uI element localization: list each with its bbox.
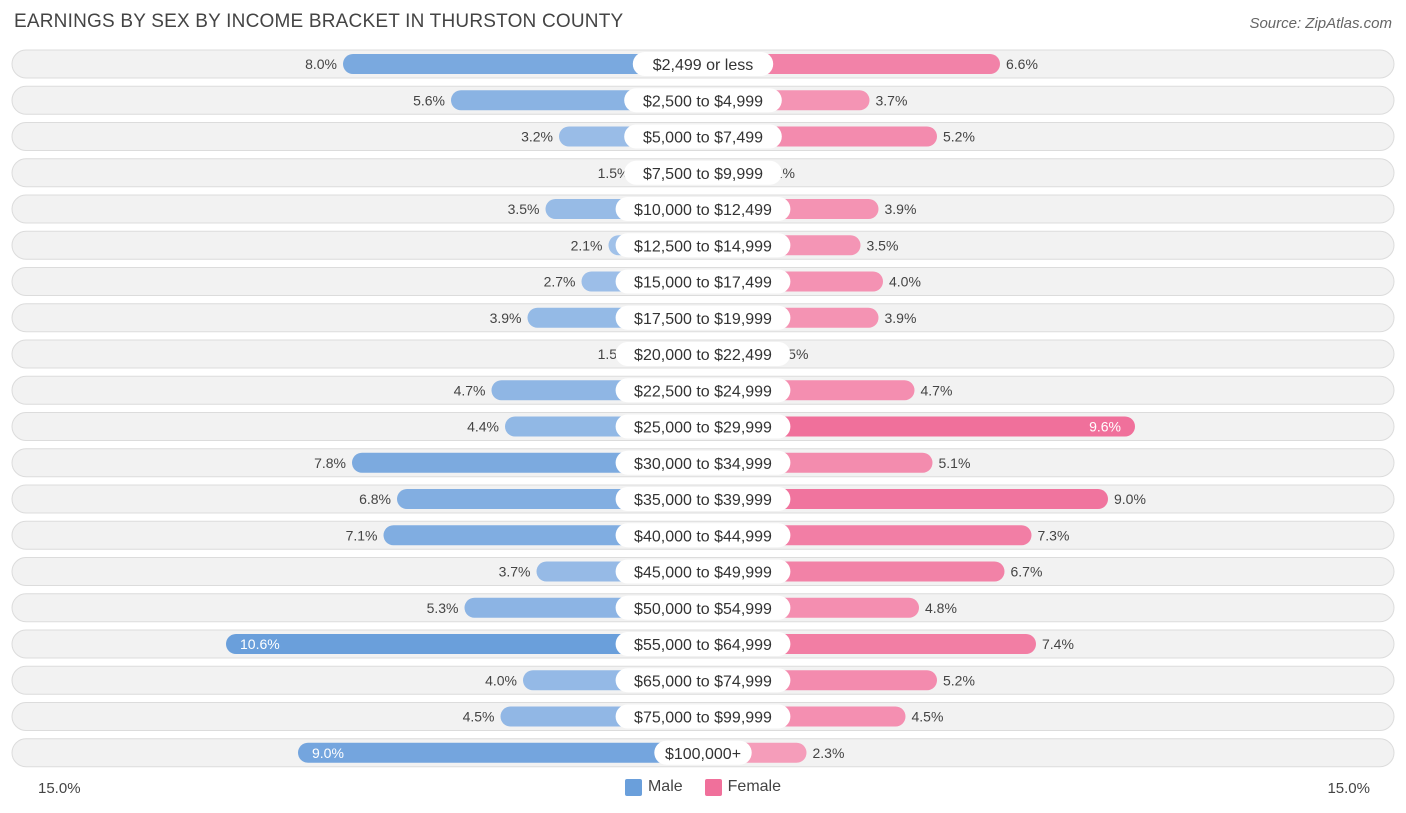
category-label: $100,000+ bbox=[665, 746, 741, 763]
category-pill bbox=[615, 414, 791, 439]
category-label: $45,000 to $49,999 bbox=[634, 565, 772, 582]
category-label: $30,000 to $34,999 bbox=[634, 456, 772, 473]
value-label-female: 4.5% bbox=[912, 709, 944, 725]
value-label-male: 4.0% bbox=[485, 672, 517, 688]
category-pill bbox=[624, 88, 782, 113]
value-label-male: 5.3% bbox=[427, 600, 459, 616]
category-pill bbox=[615, 559, 791, 584]
category-pill bbox=[615, 197, 791, 221]
value-label-female: 4.0% bbox=[889, 274, 921, 290]
category-pill bbox=[615, 668, 791, 693]
legend-label-male: Male bbox=[647, 778, 683, 795]
category-pill bbox=[615, 378, 791, 403]
category-label: $55,000 to $64,999 bbox=[634, 637, 772, 654]
category-pill bbox=[615, 342, 791, 366]
category-label: $50,000 to $54,999 bbox=[634, 601, 772, 618]
axis-right-label: 15.0% bbox=[1327, 780, 1370, 797]
category-label: $15,000 to $17,499 bbox=[634, 275, 772, 292]
bar-male bbox=[343, 54, 703, 74]
category-pill bbox=[615, 233, 791, 258]
value-label-male: 3.9% bbox=[490, 310, 522, 326]
category-pill bbox=[615, 305, 791, 330]
bar-male bbox=[298, 742, 703, 763]
bar-male bbox=[352, 452, 703, 473]
value-label-female: 9.0% bbox=[1114, 491, 1146, 507]
legend-label-female: Female bbox=[727, 778, 782, 795]
axis-left-label: 15.0% bbox=[38, 780, 81, 797]
value-label-male: 1.5% bbox=[598, 165, 630, 181]
bar-female bbox=[703, 54, 1000, 74]
category-label: $65,000 to $74,999 bbox=[634, 673, 772, 690]
value-label-female: 2.3% bbox=[813, 745, 845, 761]
value-label-male: 3.7% bbox=[499, 564, 531, 580]
value-label-female: 5.1% bbox=[939, 455, 971, 471]
source-label: Source: ZipAtlas.com bbox=[1249, 15, 1392, 32]
category-label: $75,000 to $99,999 bbox=[634, 710, 772, 727]
legend: Male Female bbox=[0, 778, 1406, 796]
category-label: $25,000 to $29,999 bbox=[634, 420, 772, 437]
category-pill bbox=[624, 160, 782, 185]
value-label-female: 3.9% bbox=[885, 201, 917, 217]
value-label-male: 8.0% bbox=[305, 56, 337, 72]
category-pill bbox=[615, 632, 791, 656]
category-pill bbox=[615, 595, 791, 620]
value-label-female: 3.7% bbox=[876, 92, 908, 108]
category-label: $40,000 to $44,999 bbox=[634, 528, 772, 545]
value-label-male: 10.6% bbox=[240, 636, 280, 652]
category-pill bbox=[615, 269, 791, 294]
value-label-male: 3.2% bbox=[521, 129, 553, 145]
value-label-male: 7.1% bbox=[346, 527, 378, 543]
category-pill bbox=[615, 487, 791, 511]
chart-title: EARNINGS BY SEX BY INCOME BRACKET IN THU… bbox=[14, 11, 624, 32]
category-pill bbox=[615, 704, 791, 729]
value-label-male: 7.8% bbox=[314, 455, 346, 471]
value-label-female: 9.6% bbox=[1089, 419, 1121, 435]
value-label-male: 4.5% bbox=[463, 709, 495, 725]
category-label: $12,500 to $14,999 bbox=[634, 238, 772, 255]
value-label-male: 3.5% bbox=[508, 201, 540, 217]
legend-swatch-female bbox=[704, 778, 722, 796]
category-pill bbox=[615, 523, 791, 548]
value-label-male: 5.6% bbox=[413, 92, 445, 108]
value-label-female: 3.9% bbox=[885, 310, 917, 326]
category-label: $22,500 to $24,999 bbox=[634, 383, 772, 400]
category-pill bbox=[632, 52, 774, 76]
category-pill bbox=[624, 124, 782, 149]
value-label-male: 6.8% bbox=[359, 491, 391, 507]
category-label: $7,500 to $9,999 bbox=[643, 166, 763, 183]
legend-item-male: Male bbox=[624, 778, 683, 796]
value-label-female: 5.2% bbox=[943, 129, 975, 145]
bar-female bbox=[703, 416, 1135, 437]
value-label-female: 7.3% bbox=[1038, 527, 1070, 543]
legend-item-female: Female bbox=[704, 778, 782, 796]
category-label: $5,000 to $7,499 bbox=[643, 130, 763, 147]
category-pill bbox=[615, 450, 791, 475]
value-label-female: 3.5% bbox=[867, 237, 899, 253]
category-label: $2,499 or less bbox=[653, 57, 754, 74]
category-label: $2,500 to $4,999 bbox=[643, 93, 763, 110]
value-label-male: 4.4% bbox=[467, 419, 499, 435]
value-label-male: 2.7% bbox=[544, 274, 576, 290]
bar-male bbox=[226, 634, 703, 654]
category-label: $20,000 to $22,499 bbox=[634, 347, 772, 364]
value-label-female: 4.8% bbox=[925, 600, 957, 616]
category-label: $17,500 to $19,999 bbox=[634, 311, 772, 328]
category-label: $10,000 to $12,499 bbox=[634, 202, 772, 219]
value-label-male: 9.0% bbox=[312, 745, 344, 761]
value-label-female: 6.6% bbox=[1006, 56, 1038, 72]
value-label-female: 7.4% bbox=[1042, 636, 1074, 652]
value-label-female: 4.7% bbox=[921, 382, 953, 398]
bar-female bbox=[703, 489, 1108, 509]
category-label: $35,000 to $39,999 bbox=[634, 492, 772, 509]
legend-swatch-male bbox=[624, 778, 642, 796]
value-label-female: 5.2% bbox=[943, 672, 975, 688]
value-label-male: 4.7% bbox=[454, 382, 486, 398]
value-label-female: 6.7% bbox=[1011, 564, 1043, 580]
category-pill bbox=[654, 740, 752, 765]
chart-plot: 8.0% 6.6% $2,499 or less 5.6% 3.7% $2,500 to … bbox=[11, 49, 1395, 768]
value-label-male: 2.1% bbox=[571, 237, 603, 253]
